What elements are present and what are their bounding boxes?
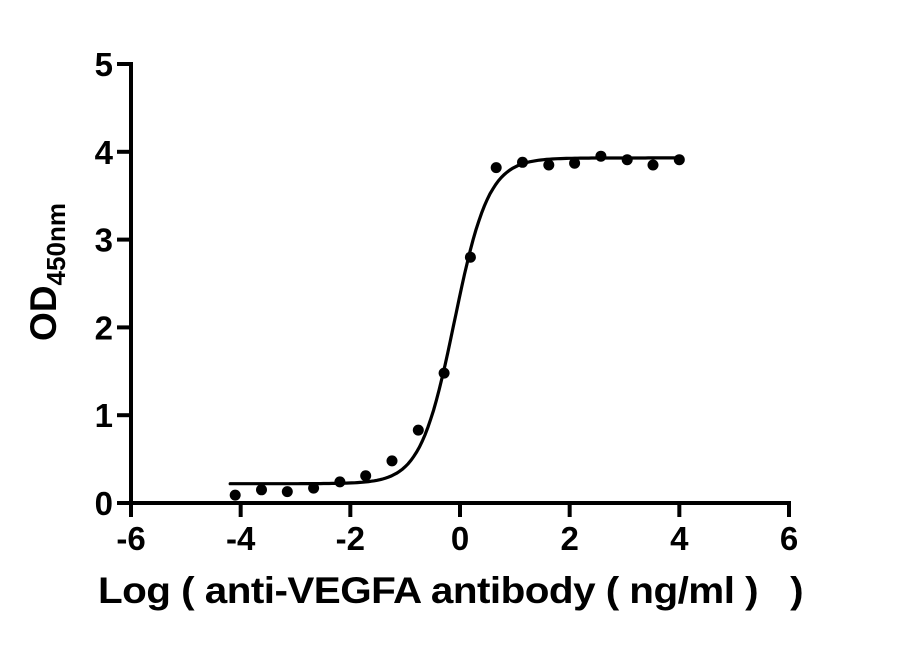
data-point xyxy=(229,489,241,501)
data-point xyxy=(412,424,424,436)
data-point xyxy=(438,367,450,379)
data-point xyxy=(308,482,320,494)
data-point xyxy=(281,486,293,498)
data-point xyxy=(386,455,398,467)
x-tick-label: 4 xyxy=(670,520,689,557)
data-point xyxy=(569,157,581,169)
x-tick-label: -6 xyxy=(116,520,145,557)
data-point xyxy=(673,154,685,166)
y-axis-title: OD450nm xyxy=(23,203,71,341)
y-tick-label: 0 xyxy=(95,485,113,522)
data-point xyxy=(647,159,659,171)
y-tick-label: 3 xyxy=(95,222,113,259)
data-point xyxy=(517,156,528,168)
x-tick-label: -2 xyxy=(336,520,365,557)
data-point xyxy=(256,484,267,496)
data-point xyxy=(595,150,607,162)
fit-curve-line xyxy=(228,156,684,486)
y-tick-label: 1 xyxy=(95,397,113,434)
x-tick-label: 0 xyxy=(451,520,469,557)
data-point xyxy=(543,159,555,171)
x-tick-label: 6 xyxy=(780,520,798,557)
data-point xyxy=(490,162,502,174)
y-axis-title-main: OD xyxy=(23,285,64,341)
x-tick-label: -4 xyxy=(226,520,256,557)
y-tick-label: 2 xyxy=(95,309,113,346)
data-point xyxy=(334,476,346,488)
x-tick-label: 2 xyxy=(560,520,578,557)
data-point xyxy=(360,470,372,482)
y-axis-title-subscript: 450nm xyxy=(41,203,71,285)
data-point xyxy=(464,251,476,263)
y-tick-label: 5 xyxy=(95,46,113,83)
x-axis-title: Log ( anti-VEGFA antibody ( ng/ml ) ) xyxy=(98,570,803,611)
y-tick-label: 4 xyxy=(95,134,114,171)
data-point xyxy=(621,154,633,166)
